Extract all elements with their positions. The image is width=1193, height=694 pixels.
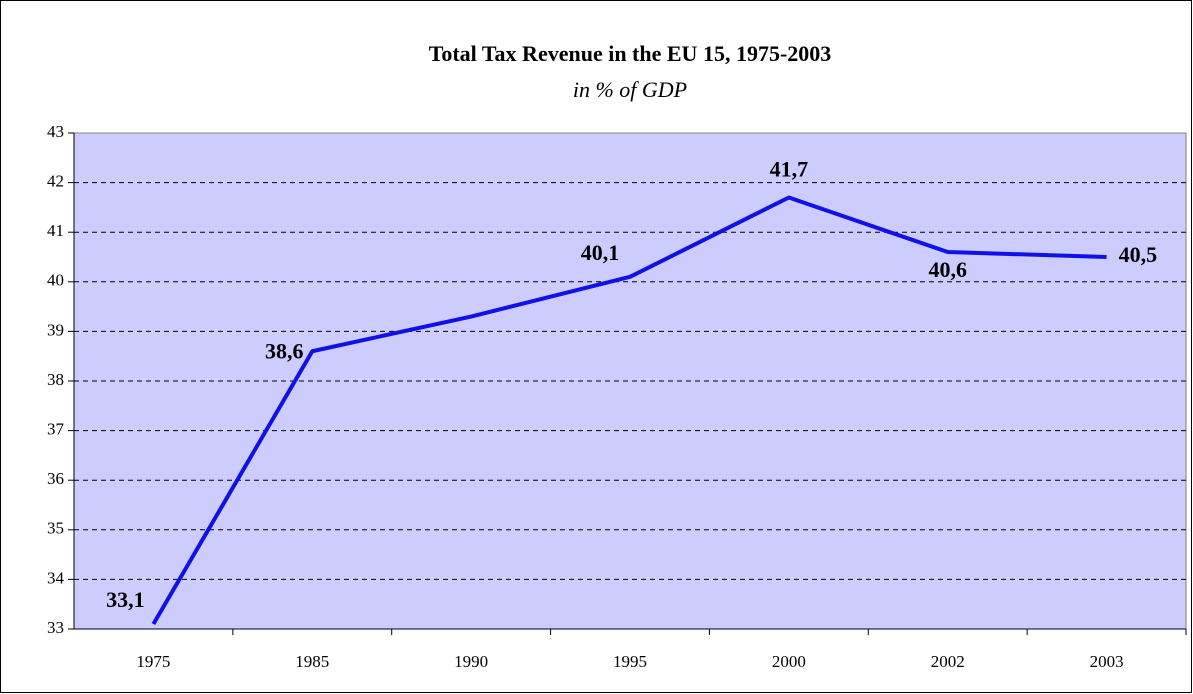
data-label: 40,5 (1119, 242, 1158, 267)
y-tick-label: 34 (47, 568, 65, 587)
y-tick-label: 38 (47, 370, 64, 389)
chart-subtitle: in % of GDP (573, 77, 687, 102)
y-tick-label: 33 (47, 618, 64, 637)
x-tick-label: 1995 (613, 652, 647, 671)
y-tick-label: 43 (47, 122, 64, 141)
x-tick-label: 2000 (772, 652, 806, 671)
y-tick-label: 37 (47, 420, 65, 439)
data-line (151, 195, 1107, 626)
y-tick-label: 39 (47, 320, 64, 339)
y-tick-label: 41 (47, 221, 64, 240)
y-tick-label: 35 (47, 519, 64, 538)
data-label: 40,6 (928, 257, 967, 282)
y-tick-label: 36 (47, 469, 64, 488)
y-tick-label: 40 (47, 271, 64, 290)
chart-title: Total Tax Revenue in the EU 15, 1975-200… (429, 41, 832, 66)
y-tick-label: 42 (47, 172, 64, 191)
data-label: 33,1 (106, 587, 145, 612)
x-tick-label: 1990 (454, 652, 488, 671)
data-label: 38,6 (265, 338, 304, 363)
plot-area (73, 132, 1187, 630)
data-label: 40,1 (581, 240, 620, 265)
data-label: 41,7 (770, 157, 809, 182)
x-tick-label: 2003 (1090, 652, 1124, 671)
x-tick-label: 2002 (931, 652, 965, 671)
x-tick-label: 1985 (295, 652, 329, 671)
x-tick-label: 1975 (136, 652, 170, 671)
